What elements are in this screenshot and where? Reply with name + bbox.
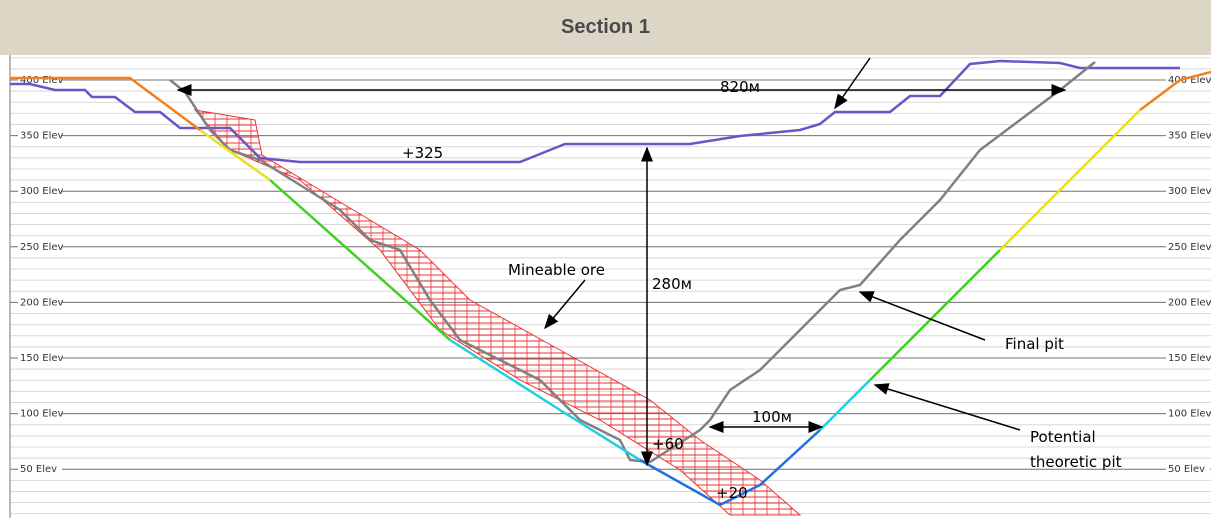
label-bg: [18, 296, 62, 309]
annotation: 100м: [752, 408, 792, 426]
elevation-label-left: 150 Elev: [20, 353, 64, 364]
label-bg: [1166, 185, 1210, 198]
label-bg: [18, 185, 62, 198]
label-bg: [1166, 407, 1210, 420]
label-bg: [1166, 240, 1210, 253]
annotation: 820м: [720, 78, 760, 96]
elevation-label-left: 250 Elev: [20, 242, 64, 253]
grid: 400 Elev 400 Elev 350 Elev 350 Elev 300 Elev…: [9, 55, 1211, 518]
label-bg: [1166, 129, 1210, 142]
annotation: +325: [402, 144, 443, 162]
label-bg: [18, 407, 62, 420]
elevation-label-left: 100 Elev: [20, 409, 64, 420]
elevation-label-left: 400 Elev: [20, 75, 64, 86]
elevation-label-right: 300 Elev: [1168, 186, 1211, 197]
label-bg: [18, 352, 62, 364]
elevation-label-right: 400 Elev: [1168, 75, 1211, 86]
label-bg: [18, 240, 62, 253]
annotation: Mineable ore: [508, 261, 605, 279]
final-pit: [169, 61, 1096, 464]
elevation-label-right: 350 Elev: [1168, 131, 1211, 142]
annotation: Potential: [1030, 428, 1096, 446]
label-bg: [1166, 463, 1210, 476]
ore-body: [193, 109, 802, 516]
annotation: 280м: [652, 275, 692, 293]
elevation-label-right: 50 Elev: [1168, 464, 1205, 475]
elevation-label-left: 300 Elev: [20, 186, 64, 197]
label-bg: [1166, 352, 1210, 364]
arrows: [176, 57, 1067, 467]
elevation-label-left: 350 Elev: [20, 131, 64, 142]
label-bg: [1166, 296, 1210, 309]
label-bg: [18, 129, 62, 142]
annotation: theoretic pit: [1030, 453, 1122, 471]
elevation-label-right: 200 Elev: [1168, 297, 1211, 308]
elevation-label-right: 250 Elev: [1168, 242, 1211, 253]
annotation: Final pit: [1005, 335, 1064, 353]
topography: [10, 59, 1180, 164]
header-title: Section 1: [0, 0, 1211, 55]
elevation-label-right: 150 Elev: [1168, 353, 1211, 364]
annotation: +20: [716, 484, 748, 502]
label-bg: [18, 463, 62, 476]
elevation-label-right: 100 Elev: [1168, 409, 1211, 420]
theoretic-pit: [10, 70, 1211, 507]
annotation: +60: [652, 435, 684, 453]
elevation-label-left: 50 Elev: [20, 464, 57, 475]
elevation-label-left: 200 Elev: [20, 297, 64, 308]
